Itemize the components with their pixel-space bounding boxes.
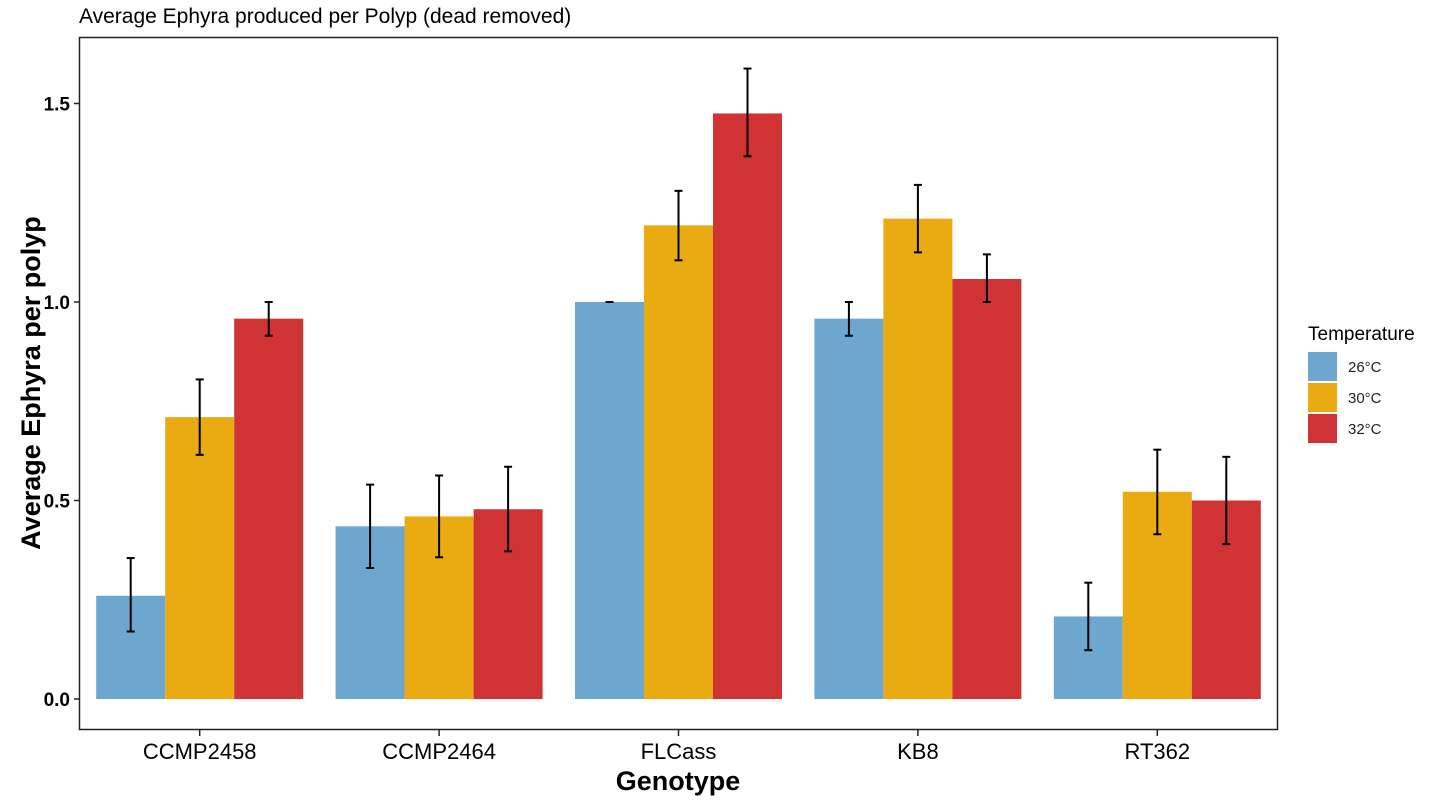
error-bar	[844, 301, 853, 337]
legend-label: 32°C	[1348, 421, 1382, 438]
error-bar	[1222, 455, 1231, 546]
error-bar	[1153, 448, 1162, 536]
bar	[165, 417, 235, 699]
x-tick-label: FLCass	[641, 739, 717, 764]
x-tick-label: CCMP2458	[143, 739, 257, 764]
bar	[952, 278, 1022, 699]
legend-title: Temperature	[1308, 324, 1415, 345]
bars	[96, 113, 1261, 700]
bar	[644, 225, 713, 699]
x-axis: CCMP2458 CCMP2464 FLCass KB8 RT362	[143, 730, 1190, 764]
y-tick-label: 1.0	[44, 293, 70, 314]
error-bar	[982, 253, 991, 303]
chart-title: Average Ephyra produced per Polyp (dead …	[79, 5, 571, 28]
x-axis-label: Genotype	[616, 766, 741, 796]
bar	[814, 318, 884, 699]
legend-label: 30°C	[1348, 390, 1382, 407]
x-tick-label: RT362	[1124, 739, 1190, 764]
error-bar	[126, 557, 135, 633]
error-bar	[743, 67, 752, 158]
error-bar	[504, 465, 513, 553]
bar	[234, 318, 304, 699]
legend-swatch	[1308, 414, 1337, 443]
error-bar	[674, 189, 683, 262]
legend-swatch	[1308, 352, 1337, 381]
legend-label: 26°C	[1348, 359, 1382, 376]
y-tick-label: 0.5	[44, 492, 71, 513]
error-bar	[435, 474, 444, 559]
bar	[883, 218, 953, 699]
y-tick-label: 1.5	[44, 95, 71, 116]
y-axis: 0.0 0.5 1.0 1.5	[44, 95, 80, 711]
x-tick-label: CCMP2464	[382, 739, 496, 764]
y-tick-label: 0.0	[44, 690, 70, 711]
plot-panel	[78, 36, 1279, 731]
legend: Temperature 26°C 30°C 32°C	[1308, 324, 1415, 443]
error-bar	[913, 183, 922, 254]
error-bar	[1084, 581, 1093, 652]
error-bar	[366, 483, 375, 569]
legend-swatch	[1308, 383, 1337, 412]
bar	[575, 302, 644, 699]
x-tick-label: KB8	[897, 739, 939, 764]
error-bars	[126, 67, 1231, 652]
bar	[713, 113, 782, 700]
y-axis-label: Average Ephyra per polyp	[16, 216, 46, 550]
error-bar	[195, 378, 204, 456]
error-bar	[264, 301, 273, 337]
